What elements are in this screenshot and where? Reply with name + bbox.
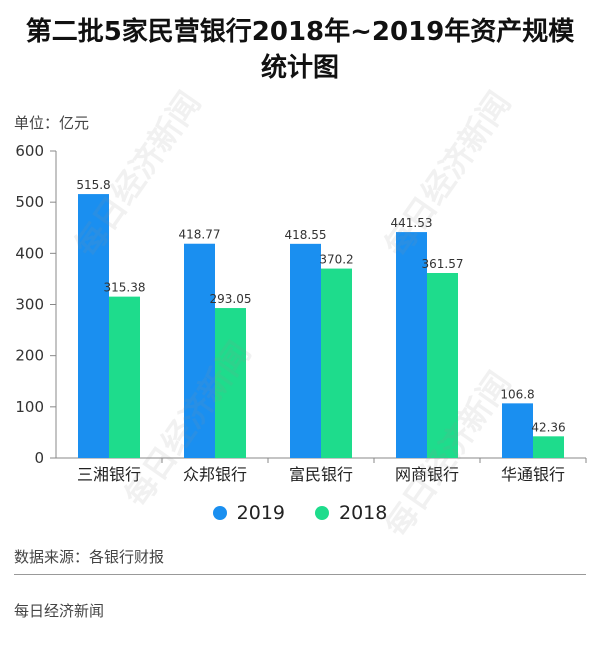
data-label-2018: 361.57 (422, 257, 464, 271)
x-tick-label: 三湘银行 (77, 465, 141, 484)
y-tick-label: 200 (15, 347, 44, 365)
footer-divider (14, 574, 586, 575)
brand-name: 每日经济新闻 (14, 602, 105, 620)
data-label-2019: 418.77 (179, 228, 221, 242)
bar-2019 (290, 243, 321, 458)
chart-title-line2: 统计图 (260, 53, 339, 83)
legend-swatch-2018 (315, 506, 329, 520)
legend-swatch-2019 (212, 506, 227, 520)
legend-item-2018: 2018 (315, 502, 387, 524)
y-tick-label: 600 (15, 142, 44, 160)
bar-2019 (502, 403, 533, 458)
data-source: 数据来源：各银行财报 (14, 548, 165, 566)
x-tick-label: 网商银行 (395, 465, 459, 484)
chart-title-line1: 第二批5家民营银行2018年~2019年资产规模 (25, 17, 575, 47)
bar-2018 (427, 272, 458, 458)
x-tick-label: 富民银行 (289, 465, 353, 484)
unit-label: 单位：亿元 (14, 114, 90, 132)
legend-label-2018: 2018 (339, 502, 388, 524)
bar-chart: 0 100 200 300 400 500 600 三湘银行 515.8 315.38 众邦银行 41… (15, 142, 587, 484)
x-tick-label: 华通银行 (501, 465, 565, 484)
legend-label-2019: 2019 (236, 502, 285, 524)
bar-2019 (184, 243, 215, 458)
data-label-2018: 293.05 (210, 292, 252, 306)
data-label-2018: 370.2 (319, 253, 353, 267)
legend: 2019 2018 (0, 502, 600, 524)
y-tick-label: 400 (15, 244, 44, 262)
y-tick-label: 100 (15, 398, 44, 416)
bar-2018 (215, 308, 246, 458)
data-label-2019: 418.55 (285, 228, 327, 242)
data-label-2019: 441.53 (391, 216, 433, 230)
x-tick-label: 众邦银行 (183, 465, 247, 484)
legend-item-2019: 2019 (212, 502, 285, 524)
y-tick-label: 500 (15, 193, 44, 211)
bar-2018 (109, 296, 140, 458)
data-label-2018: 42.36 (531, 420, 565, 434)
data-label-2018: 315.38 (104, 281, 146, 295)
y-tick-label: 300 (15, 296, 44, 314)
data-label-2019: 515.8 (76, 178, 110, 192)
chart-title: 第二批5家民营银行2018年~2019年资产规模 统计图 (0, 14, 600, 86)
bar-2018 (533, 436, 564, 458)
data-label-2019: 106.8 (500, 387, 534, 401)
bar-2018 (321, 268, 352, 458)
bar-2019 (396, 232, 427, 458)
y-tick-label: 0 (34, 449, 44, 467)
bar-2019 (78, 194, 109, 458)
